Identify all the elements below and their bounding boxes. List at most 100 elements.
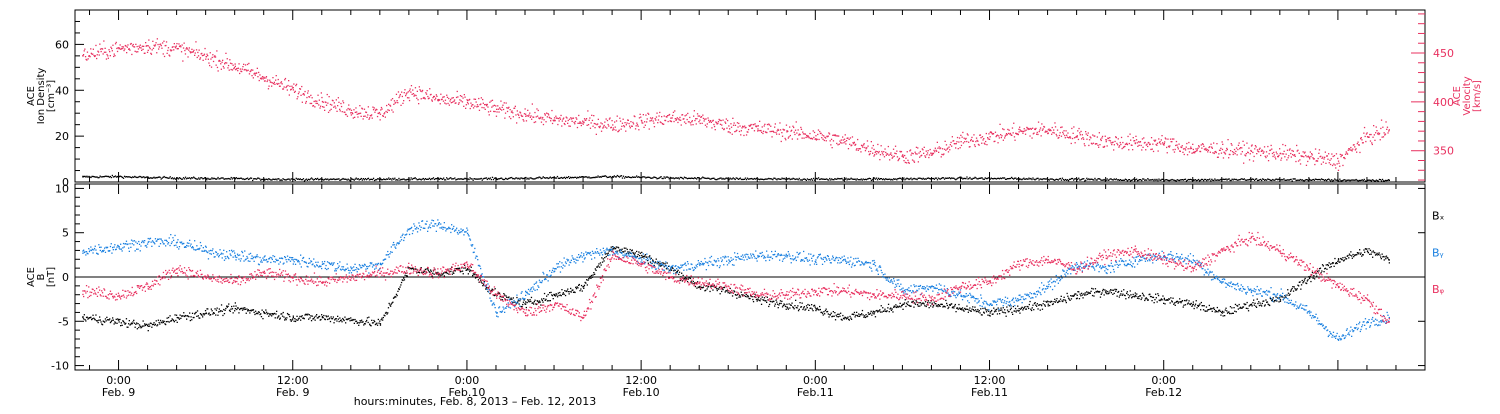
data-point: [508, 296, 509, 297]
data-point: [516, 297, 517, 298]
data-point: [393, 111, 394, 112]
data-point: [221, 69, 222, 70]
data-point: [278, 79, 279, 80]
data-point: [757, 128, 758, 129]
data-point: [259, 80, 260, 81]
data-point: [540, 117, 541, 118]
data-point: [529, 113, 530, 114]
data-point: [481, 97, 482, 98]
data-point: [122, 48, 123, 49]
data-point: [482, 99, 483, 100]
data-point: [257, 313, 258, 314]
data-point: [1184, 154, 1185, 155]
data-point: [930, 149, 931, 150]
data-point: [1074, 137, 1075, 138]
data-point: [153, 324, 154, 325]
data-point: [362, 321, 363, 322]
data-point: [1066, 302, 1067, 303]
data-point: [803, 307, 804, 308]
data-point: [1119, 295, 1120, 296]
data-point: [753, 301, 754, 302]
data-point: [210, 52, 211, 53]
data-point: [745, 296, 746, 297]
data-point: [225, 308, 226, 309]
data-point: [988, 133, 989, 134]
data-point: [393, 104, 394, 105]
data-point: [540, 304, 541, 305]
data-point: [1110, 140, 1111, 141]
data-point: [716, 122, 717, 123]
data-point: [417, 99, 418, 100]
data-point: [237, 70, 238, 71]
data-point: [360, 320, 361, 321]
data-point: [388, 177, 389, 178]
data-point: [336, 320, 337, 321]
data-point: [998, 310, 999, 311]
data-point: [378, 323, 379, 324]
data-point: [221, 304, 222, 305]
data-point: [170, 176, 171, 177]
data-point: [1037, 132, 1038, 133]
data-point: [915, 153, 916, 154]
data-point: [1077, 135, 1078, 136]
data-point: [129, 48, 130, 49]
data-point: [788, 137, 789, 138]
data-point: [160, 320, 161, 321]
data-point: [1367, 136, 1368, 137]
data-point: [786, 309, 787, 310]
data-point: [110, 47, 111, 48]
data-point: [843, 139, 844, 140]
data-point: [863, 314, 864, 315]
data-point: [823, 135, 824, 136]
data-point: [818, 177, 819, 178]
data-point: [979, 310, 980, 311]
y-axis-label-line: [nT]: [46, 267, 57, 287]
data-point: [1157, 293, 1158, 294]
data-point: [450, 99, 451, 100]
data-point: [509, 116, 510, 117]
data-point: [572, 121, 573, 122]
data-point: [323, 315, 324, 316]
data-point: [102, 324, 103, 325]
data-point: [399, 95, 400, 96]
data-point: [757, 130, 758, 131]
data-point: [300, 320, 301, 321]
data-point: [490, 177, 491, 178]
data-point: [919, 306, 920, 307]
data-point: [815, 135, 816, 136]
data-point: [577, 123, 578, 124]
data-point: [903, 160, 904, 161]
data-point: [280, 86, 281, 87]
data-point: [945, 306, 946, 307]
data-point: [263, 78, 264, 79]
data-point: [803, 133, 804, 134]
data-point: [1134, 140, 1135, 141]
data-point: [504, 102, 505, 103]
data-point: [1087, 294, 1088, 295]
data-point: [1177, 301, 1178, 302]
data-point: [718, 121, 719, 122]
data-point: [295, 91, 296, 92]
data-point: [1001, 137, 1002, 138]
data-point: [376, 109, 377, 110]
data-point: [1145, 149, 1146, 150]
data-point: [1067, 137, 1068, 138]
data-point: [657, 122, 658, 123]
data-point: [394, 178, 395, 179]
data-point: [900, 303, 901, 304]
data-point: [1069, 136, 1070, 137]
data-point: [791, 305, 792, 306]
data-point: [373, 109, 374, 110]
data-point: [1141, 145, 1142, 146]
data-point: [538, 302, 539, 303]
data-point: [639, 255, 640, 256]
data-point: [318, 104, 319, 105]
data-point: [696, 288, 697, 289]
data-point: [537, 301, 538, 302]
data-point: [440, 94, 441, 95]
data-point: [718, 289, 719, 290]
data-point: [207, 308, 208, 309]
data-point: [365, 321, 366, 322]
data-point: [1216, 143, 1217, 144]
data-point: [144, 53, 145, 54]
